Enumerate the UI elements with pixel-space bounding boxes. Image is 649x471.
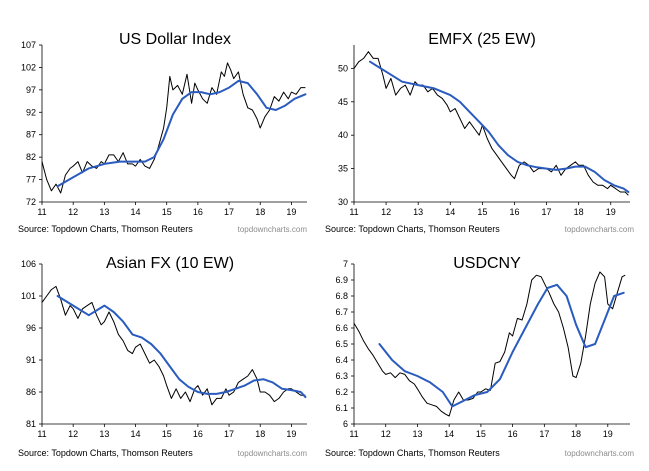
price-series-line bbox=[41, 285, 306, 406]
x-tick-label: 15 bbox=[477, 207, 487, 217]
x-tick-label: 12 bbox=[381, 429, 391, 439]
x-tick-label: 12 bbox=[68, 429, 78, 439]
source-note: Source: Topdown Charts, Thomson Reuters bbox=[325, 224, 500, 234]
y-tick-label: 50 bbox=[338, 63, 348, 73]
brand-watermark: topdowncharts.com bbox=[565, 225, 635, 234]
y-tick-label: 40 bbox=[338, 130, 348, 140]
brand-watermark: topdowncharts.com bbox=[238, 449, 308, 458]
x-tick-label: 16 bbox=[193, 429, 203, 439]
y-tick-label: 6.6 bbox=[335, 323, 348, 333]
plot-area: 30 35 40 45 50 11 12 13 14 15 16 17 18 19 bbox=[338, 45, 630, 217]
x-tick-label: 19 bbox=[286, 429, 296, 439]
y-tick-label: 87 bbox=[26, 130, 36, 140]
y-tick-label: 35 bbox=[338, 164, 348, 174]
x-tick-label: 14 bbox=[445, 207, 455, 217]
source-note: Source: Topdown Charts, Thomson Reuters bbox=[325, 448, 500, 458]
x-tick-label: 15 bbox=[162, 429, 172, 439]
x-tick-label: 11 bbox=[349, 207, 358, 217]
chart-title: Asian FX (10 EW) bbox=[106, 255, 234, 272]
x-tick-label: 19 bbox=[606, 207, 616, 217]
x-tick-label: 11 bbox=[349, 429, 358, 439]
x-tick-label: 14 bbox=[131, 429, 141, 439]
x-tick-label: 16 bbox=[509, 207, 519, 217]
y-tick-label: 92 bbox=[26, 107, 36, 117]
y-tick-label: 6.1 bbox=[335, 403, 348, 413]
x-tick-label: 14 bbox=[131, 207, 141, 217]
x-tick-label: 12 bbox=[68, 207, 78, 217]
x-tick-label: 15 bbox=[476, 429, 486, 439]
y-tick-label: 6.2 bbox=[335, 387, 348, 397]
chart-title: USDCNY bbox=[453, 255, 521, 272]
y-tick-label: 97 bbox=[26, 85, 36, 95]
x-tick-label: 12 bbox=[381, 207, 391, 217]
x-tick-label: 19 bbox=[603, 429, 613, 439]
chart-title: EMFX (25 EW) bbox=[428, 31, 536, 48]
price-series-line bbox=[353, 271, 626, 417]
brand-watermark: topdowncharts.com bbox=[238, 225, 308, 234]
y-tick-label: 6.3 bbox=[335, 371, 348, 381]
plot-area: 6 6.1 6.2 6.3 6.4 6.5 6.6 6.7 6.8 6.9 7 11 12 13 14 15 1… bbox=[335, 259, 630, 439]
source-note: Source: Topdown Charts, Thomson Reuters bbox=[18, 448, 193, 458]
x-tick-label: 17 bbox=[542, 207, 552, 217]
x-tick-label: 16 bbox=[508, 429, 518, 439]
x-tick-label: 11 bbox=[37, 207, 46, 217]
plot-area: 81 86 91 96 101 106 11 12 13 14 15 16 17 18 19 bbox=[21, 259, 307, 439]
chart-title: US Dollar Index bbox=[119, 31, 231, 48]
x-tick-label: 14 bbox=[444, 429, 454, 439]
y-tick-label: 82 bbox=[26, 152, 36, 162]
brand-watermark: topdowncharts.com bbox=[565, 449, 635, 458]
y-tick-label: 106 bbox=[21, 259, 36, 269]
y-tick-label: 6.5 bbox=[335, 339, 348, 349]
x-tick-label: 19 bbox=[286, 207, 296, 217]
y-tick-label: 96 bbox=[26, 323, 36, 333]
y-tick-label: 45 bbox=[338, 97, 348, 107]
y-tick-label: 6.4 bbox=[335, 355, 348, 365]
x-tick-label: 11 bbox=[37, 429, 46, 439]
y-tick-label: 107 bbox=[21, 40, 36, 50]
x-tick-label: 17 bbox=[224, 207, 234, 217]
panel-asian-fx: Asian FX (10 EW) 81 86 91 96 101 106 11 12 13 14 1… bbox=[18, 255, 307, 458]
y-tick-label: 86 bbox=[26, 387, 36, 397]
moving-average-line bbox=[56, 295, 307, 399]
panel-usdcny: USDCNY 6 6.1 6.2 6.3 6.4 6.5 6.6 6.7 6.8 6.9 7 11 12… bbox=[325, 255, 634, 458]
y-tick-label: 6.7 bbox=[335, 307, 348, 317]
panel-emfx: EMFX (25 EW) 30 35 40 45 50 11 12 13 14 15 16 17 18 1… bbox=[325, 31, 634, 234]
x-tick-label: 13 bbox=[99, 429, 109, 439]
y-tick-label: 102 bbox=[21, 62, 36, 72]
y-tick-label: 101 bbox=[21, 291, 36, 301]
x-tick-label: 18 bbox=[255, 429, 265, 439]
moving-average-line bbox=[369, 60, 630, 193]
y-tick-label: 6.8 bbox=[335, 291, 348, 301]
moving-average-line bbox=[378, 283, 625, 408]
moving-average-line bbox=[56, 79, 307, 188]
x-tick-label: 18 bbox=[574, 207, 584, 217]
x-tick-label: 16 bbox=[193, 207, 203, 217]
y-tick-label: 6 bbox=[343, 419, 348, 429]
price-series-line bbox=[41, 62, 306, 194]
x-tick-label: 13 bbox=[99, 207, 109, 217]
y-tick-label: 72 bbox=[26, 197, 36, 207]
y-tick-label: 77 bbox=[26, 175, 36, 185]
y-tick-label: 30 bbox=[338, 197, 348, 207]
y-tick-label: 91 bbox=[26, 355, 36, 365]
source-note: Source: Topdown Charts, Thomson Reuters bbox=[18, 224, 193, 234]
x-tick-label: 18 bbox=[571, 429, 581, 439]
x-tick-label: 15 bbox=[162, 207, 172, 217]
y-tick-label: 6.9 bbox=[335, 275, 348, 285]
price-series-line bbox=[353, 51, 629, 196]
x-tick-label: 13 bbox=[412, 429, 422, 439]
y-tick-label: 7 bbox=[343, 259, 348, 269]
x-tick-label: 17 bbox=[224, 429, 234, 439]
panel-us-dollar-index: US Dollar Index 72 77 82 87 92 97 102 107 11 12 13… bbox=[18, 31, 307, 234]
x-tick-label: 17 bbox=[539, 429, 549, 439]
y-tick-label: 81 bbox=[26, 419, 36, 429]
x-tick-label: 18 bbox=[255, 207, 265, 217]
plot-area: 72 77 82 87 92 97 102 107 11 12 13 14 15 16 17 18 19 bbox=[21, 40, 307, 217]
x-tick-label: 13 bbox=[413, 207, 423, 217]
